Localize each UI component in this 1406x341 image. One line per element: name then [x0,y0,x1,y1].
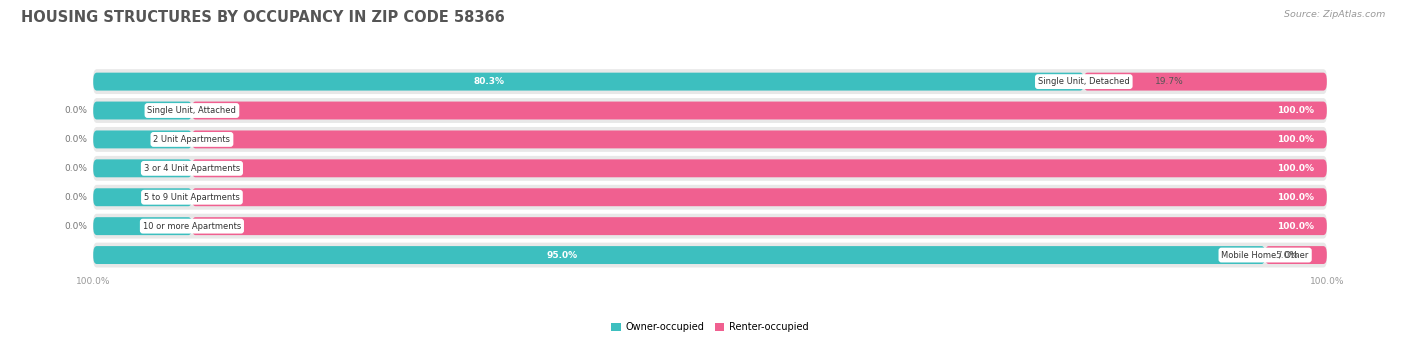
Text: 0.0%: 0.0% [65,106,87,115]
FancyBboxPatch shape [93,69,1327,94]
Text: 100.0%: 100.0% [76,277,111,286]
FancyBboxPatch shape [93,217,193,235]
Text: 0.0%: 0.0% [65,135,87,144]
FancyBboxPatch shape [93,214,1327,239]
FancyBboxPatch shape [193,102,1327,119]
FancyBboxPatch shape [93,156,1327,181]
FancyBboxPatch shape [93,185,1327,210]
FancyBboxPatch shape [93,127,1327,152]
Text: 100.0%: 100.0% [1278,164,1315,173]
FancyBboxPatch shape [93,242,1327,267]
Text: 3 or 4 Unit Apartments: 3 or 4 Unit Apartments [143,164,240,173]
FancyBboxPatch shape [93,159,193,177]
FancyBboxPatch shape [93,102,193,119]
FancyBboxPatch shape [93,98,1327,123]
Text: 100.0%: 100.0% [1278,106,1315,115]
Text: Source: ZipAtlas.com: Source: ZipAtlas.com [1284,10,1385,19]
Text: 100.0%: 100.0% [1278,222,1315,231]
FancyBboxPatch shape [93,246,1265,264]
Text: 5 to 9 Unit Apartments: 5 to 9 Unit Apartments [143,193,240,202]
FancyBboxPatch shape [93,188,193,206]
FancyBboxPatch shape [193,217,1327,235]
Text: 2 Unit Apartments: 2 Unit Apartments [153,135,231,144]
Text: Single Unit, Attached: Single Unit, Attached [148,106,236,115]
Text: 0.0%: 0.0% [65,193,87,202]
FancyBboxPatch shape [1265,246,1327,264]
Text: 19.7%: 19.7% [1154,77,1184,86]
Text: 5.0%: 5.0% [1275,251,1298,260]
Legend: Owner-occupied, Renter-occupied: Owner-occupied, Renter-occupied [607,318,813,336]
Text: Single Unit, Detached: Single Unit, Detached [1038,77,1129,86]
FancyBboxPatch shape [193,188,1327,206]
Text: 0.0%: 0.0% [65,164,87,173]
Text: 10 or more Apartments: 10 or more Apartments [143,222,240,231]
Text: 100.0%: 100.0% [1309,277,1344,286]
FancyBboxPatch shape [1084,73,1327,91]
Text: 100.0%: 100.0% [1278,135,1315,144]
FancyBboxPatch shape [93,131,193,148]
Text: HOUSING STRUCTURES BY OCCUPANCY IN ZIP CODE 58366: HOUSING STRUCTURES BY OCCUPANCY IN ZIP C… [21,10,505,25]
FancyBboxPatch shape [93,73,1084,91]
Text: Mobile Home / Other: Mobile Home / Other [1222,251,1309,260]
FancyBboxPatch shape [193,131,1327,148]
Text: 95.0%: 95.0% [547,251,578,260]
FancyBboxPatch shape [193,159,1327,177]
Text: 100.0%: 100.0% [1278,193,1315,202]
Text: 80.3%: 80.3% [474,77,505,86]
Text: 0.0%: 0.0% [65,222,87,231]
